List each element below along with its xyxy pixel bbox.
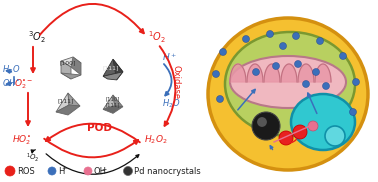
Circle shape — [273, 62, 279, 70]
Text: POD: POD — [87, 123, 113, 133]
Polygon shape — [264, 64, 280, 82]
Circle shape — [313, 68, 319, 76]
Polygon shape — [113, 59, 123, 80]
Text: [111]: [111] — [58, 98, 74, 104]
Polygon shape — [113, 95, 123, 107]
Circle shape — [339, 52, 347, 60]
Polygon shape — [61, 57, 81, 67]
Circle shape — [294, 60, 302, 68]
Circle shape — [257, 117, 267, 127]
Ellipse shape — [291, 94, 355, 150]
Polygon shape — [230, 64, 246, 82]
Polygon shape — [103, 59, 123, 76]
Circle shape — [279, 131, 293, 145]
Circle shape — [252, 112, 280, 140]
Polygon shape — [315, 64, 331, 82]
Polygon shape — [103, 95, 115, 109]
Text: ROS: ROS — [17, 167, 35, 175]
Text: Oxidase: Oxidase — [172, 65, 181, 99]
Circle shape — [5, 166, 15, 176]
Text: −: − — [102, 167, 107, 171]
Circle shape — [253, 68, 260, 76]
Circle shape — [350, 108, 356, 116]
Circle shape — [217, 96, 223, 102]
Circle shape — [279, 43, 287, 50]
Circle shape — [308, 121, 318, 131]
Text: H: H — [58, 167, 64, 175]
Circle shape — [212, 70, 220, 78]
Circle shape — [220, 48, 226, 56]
Text: $^1O_2$: $^1O_2$ — [26, 152, 40, 164]
Text: $OH^{\bullet}$: $OH^{\bullet}$ — [2, 78, 20, 88]
Polygon shape — [68, 93, 80, 106]
Text: $O_2^{\bullet-}$: $O_2^{\bullet-}$ — [14, 77, 34, 91]
Text: $HO_2^{\bullet}$: $HO_2^{\bullet}$ — [12, 133, 31, 147]
FancyArrowPatch shape — [31, 150, 35, 153]
Text: $^1O_2$: $^1O_2$ — [148, 29, 166, 45]
Text: Pd nanocrystals: Pd nanocrystals — [135, 167, 201, 175]
FancyArrowPatch shape — [291, 139, 296, 143]
Polygon shape — [56, 105, 80, 115]
Circle shape — [316, 37, 324, 45]
Text: $H_2O_2$: $H_2O_2$ — [144, 134, 167, 146]
Text: $H_2O$: $H_2O$ — [162, 98, 181, 110]
Ellipse shape — [225, 32, 355, 136]
Circle shape — [293, 125, 307, 139]
Circle shape — [302, 80, 310, 88]
Text: [111]: [111] — [103, 66, 119, 71]
Text: $H_2O$: $H_2O$ — [2, 64, 20, 76]
Text: [100]: [100] — [60, 60, 76, 66]
Ellipse shape — [230, 56, 346, 108]
Ellipse shape — [208, 18, 368, 170]
Circle shape — [243, 35, 249, 43]
Circle shape — [84, 167, 92, 175]
Circle shape — [322, 82, 330, 90]
Polygon shape — [61, 73, 81, 79]
Polygon shape — [247, 64, 263, 82]
Text: +: + — [62, 167, 67, 171]
Circle shape — [266, 31, 274, 37]
Text: $^3O_2$: $^3O_2$ — [28, 29, 46, 45]
Polygon shape — [281, 64, 297, 82]
Circle shape — [293, 33, 299, 39]
Circle shape — [48, 167, 56, 175]
Polygon shape — [61, 61, 71, 79]
Polygon shape — [71, 57, 81, 75]
Polygon shape — [298, 64, 314, 82]
Circle shape — [325, 126, 345, 146]
FancyArrowPatch shape — [46, 154, 139, 174]
Polygon shape — [103, 106, 123, 113]
Text: [110]
[111]: [110] [111] — [106, 96, 120, 107]
Text: $H^+$: $H^+$ — [162, 51, 177, 63]
Circle shape — [336, 128, 344, 136]
Circle shape — [124, 167, 133, 175]
Circle shape — [353, 78, 359, 86]
Text: OH: OH — [94, 167, 107, 175]
Polygon shape — [103, 72, 123, 80]
Polygon shape — [56, 93, 69, 112]
